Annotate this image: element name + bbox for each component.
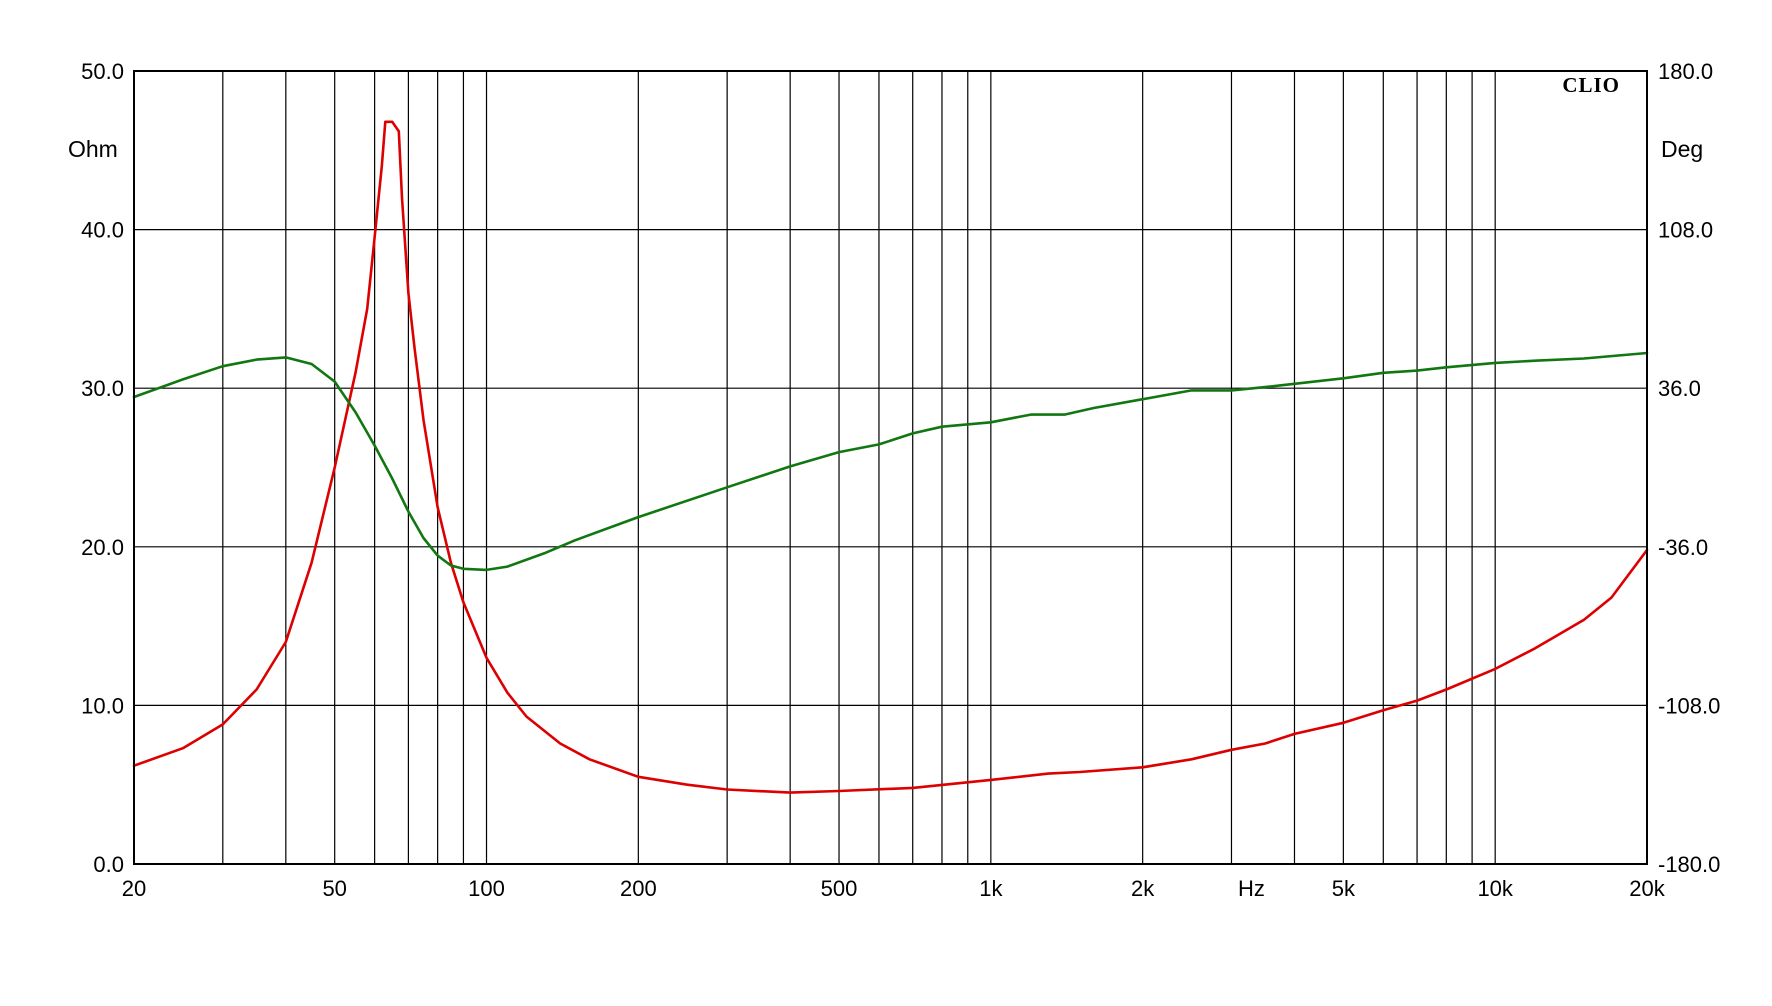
y-right-tick-label: -180.0: [1658, 852, 1720, 877]
series-line-2: [132, 351, 1649, 572]
x-tick-label: 1k: [979, 876, 1003, 901]
y-left-tick-label: 20.0: [81, 535, 124, 560]
y-right-tick-label: 180.0: [1658, 59, 1713, 84]
x-unit-label: Hz: [1238, 876, 1265, 901]
y-left-tick-label: 50.0: [81, 59, 124, 84]
plot-frame: [133, 70, 1648, 865]
series-line-1: [132, 120, 1649, 794]
x-tick-label: 2k: [1131, 876, 1155, 901]
plot-border: [133, 70, 1648, 865]
y-left-tick-label: 10.0: [81, 693, 124, 718]
x-tick-label: 100: [468, 876, 505, 901]
x-tick-label: 20k: [1629, 876, 1665, 901]
y-right-tick-label: 36.0: [1658, 376, 1701, 401]
y-right-tick-label: -108.0: [1658, 693, 1720, 718]
brand-logo: CLIO: [1562, 73, 1620, 97]
series-layer: [132, 120, 1649, 794]
x-tick-label: 20: [122, 876, 146, 901]
x-tick-label: 500: [821, 876, 858, 901]
x-tick-label: 5k: [1332, 876, 1356, 901]
y-right-unit-label: Deg: [1661, 136, 1703, 162]
x-tick-label: 200: [620, 876, 657, 901]
x-tick-label: 10k: [1477, 876, 1513, 901]
grid-layer: [133, 70, 1648, 865]
label-layer: CLIO Ohm Deg Hz 20 50 100 200 500 1k 2k 5k 10k 20…: [68, 59, 1720, 901]
y-right-tick-label: 108.0: [1658, 218, 1713, 243]
y-left-tick-label: 40.0: [81, 218, 124, 243]
y-left-tick-label: 0.0: [93, 852, 124, 877]
y-right-tick-label: -36.0: [1658, 535, 1708, 560]
y-left-unit-label: Ohm: [68, 136, 118, 162]
x-tick-label: 50: [322, 876, 346, 901]
y-left-tick-label: 30.0: [81, 376, 124, 401]
